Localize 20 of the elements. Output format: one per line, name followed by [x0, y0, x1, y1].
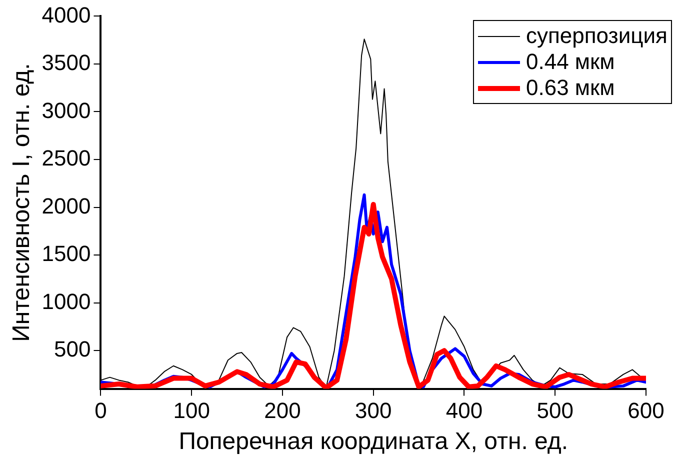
x-tick-label: 300 — [355, 398, 392, 424]
legend-label: 0.44 мкм — [526, 49, 615, 76]
y-tick-label: 4000 — [42, 2, 91, 28]
y-tick-label: 2500 — [42, 146, 91, 171]
x-tick-label: 100 — [173, 398, 210, 424]
x-tick-label: 400 — [446, 398, 483, 424]
y-tick-label: 2000 — [42, 193, 91, 218]
y-tick-label: 500 — [54, 336, 91, 362]
y-tick-label: 1500 — [42, 241, 91, 266]
x-axis-title: Поперечная координата X, отн. ед. — [178, 428, 568, 456]
y-tick-label: 3000 — [42, 98, 91, 123]
legend-label: суперпозиция — [526, 23, 668, 50]
x-tick-label: 200 — [264, 398, 301, 424]
x-tick-label: 600 — [628, 398, 664, 424]
y-tick-label: 3500 — [42, 50, 91, 76]
legend-label: 0.63 мкм — [526, 75, 615, 102]
x-tick-label: 500 — [536, 398, 574, 424]
y-axis-title: Интенсивность I, отн. ед. — [8, 63, 36, 342]
x-tick-label: 0 — [94, 398, 107, 424]
y-tick-label: 1000 — [42, 288, 91, 314]
